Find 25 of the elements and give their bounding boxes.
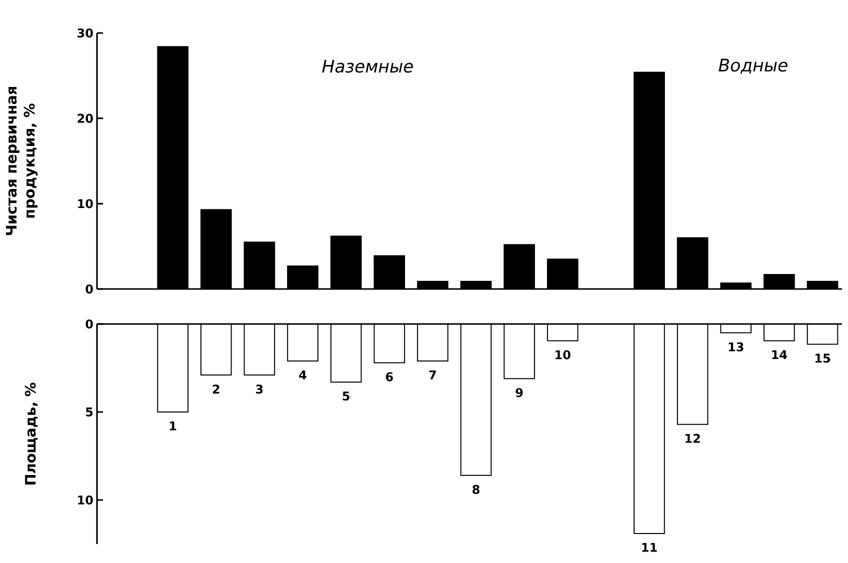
annotation: Наземные (322, 60, 413, 73)
annotation: Водные (718, 58, 788, 74)
y-tick-label: 10 (78, 495, 93, 505)
y-tick-label: 5 (86, 408, 93, 416)
y-tick-label: 0 (86, 319, 93, 329)
y-tick-label: 10 (78, 199, 93, 208)
y-tick-label: 30 (78, 28, 93, 38)
x-tick-label: 10 (556, 350, 570, 360)
x-tick-label: 2 (212, 384, 220, 394)
x-tick-label: 13 (728, 342, 744, 352)
x-tick-label: 15 (816, 354, 830, 363)
x-tick-label: 4 (299, 370, 306, 380)
x-tick-label: 12 (686, 434, 700, 443)
x-tick-label: 1 (170, 422, 176, 430)
x-tick-label: 7 (429, 370, 436, 380)
x-tick-label: 14 (772, 350, 787, 360)
y-axis-title: Площадь, % (24, 382, 38, 484)
y-tick-label: 20 (78, 114, 93, 123)
y-axis-title: Чистая первичная продукция, % (6, 86, 38, 236)
y-tick-label: 0 (86, 284, 93, 294)
x-tick-label: 3 (256, 384, 263, 394)
x-tick-label: 6 (386, 372, 393, 382)
x-tick-label: 9 (516, 388, 523, 398)
x-tick-label: 11 (642, 542, 657, 552)
x-tick-label: 8 (472, 484, 480, 494)
